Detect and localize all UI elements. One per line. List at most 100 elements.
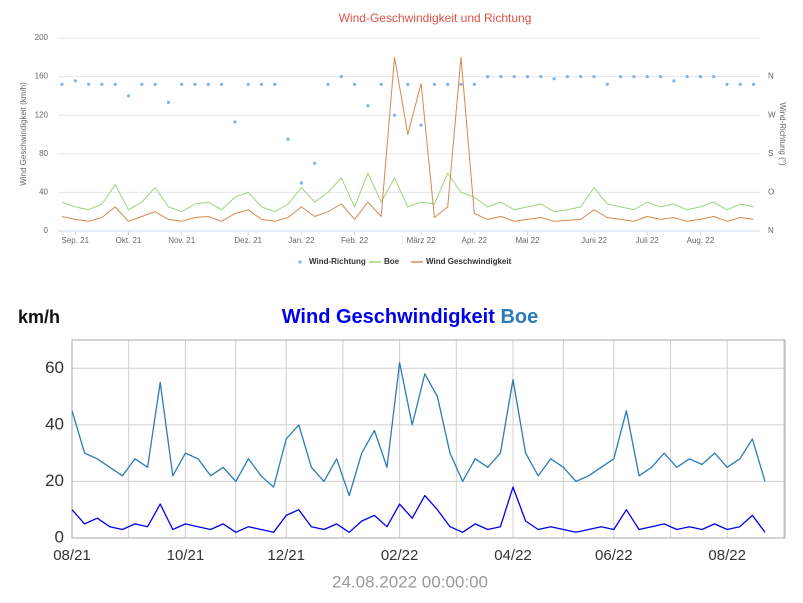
x-tick-label: Jan. 22 [288, 236, 315, 245]
marker [339, 75, 343, 79]
marker [486, 75, 490, 79]
marker [499, 75, 503, 79]
marker [233, 120, 237, 124]
marker [193, 82, 197, 86]
marker [592, 75, 596, 79]
y2-tick-label: W [768, 110, 776, 119]
y-tick-label: 120 [35, 110, 49, 119]
x-tick-label: Nov. 21 [168, 236, 196, 245]
marker [299, 181, 303, 185]
marker [259, 82, 264, 86]
marker [672, 79, 676, 83]
x-tick-label: Sep. 21 [62, 236, 90, 245]
x-tick-label: 08/21 [53, 547, 91, 564]
x-tick-label: Mai 22 [515, 236, 540, 245]
x-tick-label: Apr. 22 [462, 236, 488, 245]
x-tick-label: Okt. 21 [116, 236, 142, 245]
x-tick-label: 02/22 [381, 547, 419, 564]
marker [406, 82, 410, 86]
line [61, 172, 754, 213]
marker [286, 137, 290, 141]
y2-tick-label: S [768, 149, 773, 158]
x-tick-label: Aug. 22 [687, 236, 715, 245]
y2-tick-label: O [768, 188, 774, 197]
marker [725, 82, 729, 86]
x-tick-label: Juni 22 [581, 236, 607, 245]
y-axis-title: km/h [18, 307, 60, 327]
marker [419, 123, 423, 127]
line [71, 361, 766, 497]
marker [658, 75, 663, 79]
x-tick-label: 12/21 [267, 547, 305, 564]
chart-title: Wind Geschwindigkeit Boe [282, 306, 539, 328]
line [61, 56, 754, 222]
y-tick-label: 200 [35, 33, 49, 42]
marker [432, 82, 436, 86]
marker [579, 75, 583, 79]
y-axis-title: Wind Geschwindigkeit (km/h) [19, 82, 28, 186]
marker [326, 82, 330, 86]
marker [273, 82, 277, 86]
marker [539, 75, 543, 79]
y-tick-label: 0 [44, 226, 49, 235]
legend-label: Boe [384, 257, 400, 266]
legend-symbol [298, 260, 302, 264]
legend-label: Wind Geschwindigkeit [426, 257, 512, 266]
plot-border [71, 339, 786, 539]
marker [166, 100, 170, 104]
marker [73, 79, 77, 83]
marker [605, 82, 609, 86]
x-tick-label: 10/21 [167, 547, 205, 564]
x-tick-label: Feb. 22 [341, 236, 369, 245]
title-part: Wind Geschwindigkeit [282, 306, 496, 328]
y-tick-label: 0 [55, 527, 64, 546]
marker [153, 82, 157, 86]
marker [552, 77, 556, 81]
x-tick-label: März 22 [407, 236, 436, 245]
y2-tick-label: N [768, 72, 774, 81]
y-tick-label: 20 [45, 471, 64, 490]
marker [220, 82, 224, 86]
y2-tick-label: N [768, 226, 774, 235]
footer: 24.08.2022 00:00:00 [332, 572, 488, 591]
marker [87, 82, 91, 86]
marker [565, 75, 570, 79]
line [71, 486, 766, 533]
y-tick-label: 160 [35, 72, 49, 81]
marker [366, 104, 370, 108]
marker [472, 82, 476, 86]
marker [632, 75, 636, 79]
y-tick-label: 40 [45, 414, 64, 433]
y-tick-label: 80 [39, 149, 48, 158]
y-tick-label: 60 [45, 358, 64, 377]
chart-title: Wind-Geschwindigkeit und Richtung [339, 11, 532, 25]
marker [180, 82, 184, 86]
marker [392, 113, 397, 117]
marker [246, 82, 250, 86]
x-tick-label: 06/22 [595, 547, 633, 564]
marker [446, 82, 450, 86]
marker [113, 82, 117, 86]
marker [525, 75, 530, 79]
marker [512, 75, 516, 79]
marker [60, 82, 64, 86]
y2-axis-title: Wind-Richtung (°) [778, 102, 787, 166]
marker [752, 82, 756, 86]
marker [140, 82, 144, 86]
y-tick-label: 40 [39, 188, 48, 197]
marker [100, 82, 104, 86]
marker [313, 161, 317, 165]
marker [712, 75, 716, 79]
marker [685, 75, 689, 79]
marker [738, 82, 742, 86]
marker [126, 94, 131, 98]
x-tick-label: Juli 22 [636, 236, 660, 245]
title-part: Boe [500, 306, 538, 328]
marker [206, 82, 210, 86]
marker [379, 82, 383, 86]
x-tick-label: 04/22 [494, 547, 532, 564]
marker [645, 75, 649, 79]
x-tick-label: Dez. 21 [234, 236, 262, 245]
marker [619, 75, 623, 79]
